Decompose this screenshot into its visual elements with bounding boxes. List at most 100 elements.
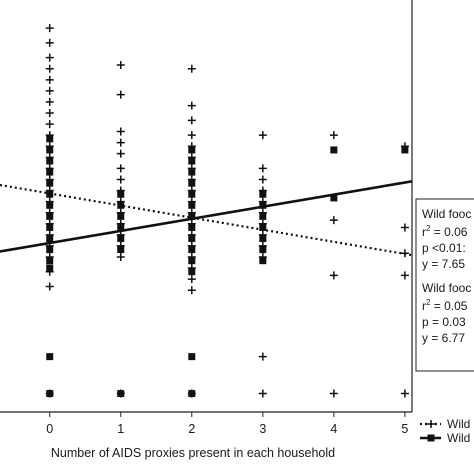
point-plus [45,24,54,33]
point-plus [400,249,409,258]
point-square [46,390,54,398]
x-tick-label: 3 [259,422,266,436]
point-square [46,146,54,154]
legend-label: Wild [447,431,470,445]
point-square [46,212,54,220]
point-square [117,246,125,254]
point-square [188,157,196,165]
point-square [188,390,196,398]
point-square [188,353,196,361]
point-square [46,246,54,254]
point-plus [187,64,196,73]
annotation-stat: y = 6.77 [422,331,465,345]
point-square [46,201,54,209]
point-square [188,201,196,209]
legend-label: Wild [447,417,470,431]
point-plus [116,175,125,184]
point-square [259,246,267,254]
point-plus [45,109,54,118]
point-plus [187,286,196,295]
point-square [46,235,54,243]
point-square [46,353,54,361]
point-square [188,223,196,231]
point-square [188,268,196,276]
point-plus [187,275,196,284]
x-tick-label: 2 [188,422,195,436]
point-square [188,246,196,254]
x-axis-ticks: 0 1 2 3 4 5 [46,412,408,436]
point-square [259,201,267,209]
point-square [188,168,196,176]
point-square [117,390,125,398]
stats-annotations: Wild fooc r2 = 0.06 p <0.01: y = 7.65 Wild f… [415,198,474,372]
point-square [117,212,125,220]
plot-frame [0,0,413,413]
point-plus [427,420,435,428]
point-plus [187,116,196,125]
point-plus [258,352,267,361]
point-square [46,179,54,187]
x-tick-label: 5 [401,422,408,436]
point-square [117,235,125,243]
trend-line-dotted [0,183,413,257]
point-square [330,146,338,154]
annotation-stat: p = 0.03 [422,315,466,329]
annotation-stat: p <0.01: [422,241,466,255]
point-square [46,264,54,272]
point-square [259,235,267,243]
x-tick-label: 0 [46,422,53,436]
x-tick-label: 4 [330,422,337,436]
x-axis-label: Number of AIDS proxies present in each h… [51,446,335,460]
point-plus [116,149,125,158]
point-plus [45,38,54,47]
point-plus [45,97,54,106]
point-plus [116,252,125,261]
point-plus [329,131,338,140]
point-plus [116,127,125,136]
annotation-title: Wild fooc [422,281,471,295]
point-square [46,223,54,231]
point-plus [45,64,54,73]
point-plus [329,271,338,280]
point-plus [116,164,125,173]
point-plus [45,75,54,84]
point-square [259,190,267,198]
point-plus [45,53,54,62]
point-plus [45,282,54,291]
point-plus [329,216,338,225]
point-square [427,434,435,442]
point-square [117,201,125,209]
point-square [117,190,125,198]
point-square [46,257,54,265]
annotation-title: Wild fooc [422,207,471,221]
point-square [46,135,54,143]
point-plus [329,389,338,398]
point-square [330,194,338,202]
trend-lines [0,180,413,257]
point-square [117,223,125,231]
point-square [188,257,196,265]
point-plus [187,131,196,140]
point-square [259,212,267,220]
point-square [259,257,267,265]
point-plus [400,389,409,398]
point-square [46,168,54,176]
point-square [188,179,196,187]
annotation-box [415,198,474,372]
point-plus [258,389,267,398]
point-plus [187,101,196,110]
x-tick-label: 1 [117,422,124,436]
annotation-stat: r2 = 0.06 [422,224,468,239]
point-square [188,146,196,154]
data-points [45,24,409,398]
point-plus [45,120,54,129]
point-square [188,235,196,243]
point-plus [258,164,267,173]
point-plus [116,61,125,70]
point-plus [400,223,409,232]
annotation-stat: r2 = 0.05 [422,298,468,313]
point-plus [45,86,54,95]
point-square [46,157,54,165]
point-plus [116,90,125,99]
